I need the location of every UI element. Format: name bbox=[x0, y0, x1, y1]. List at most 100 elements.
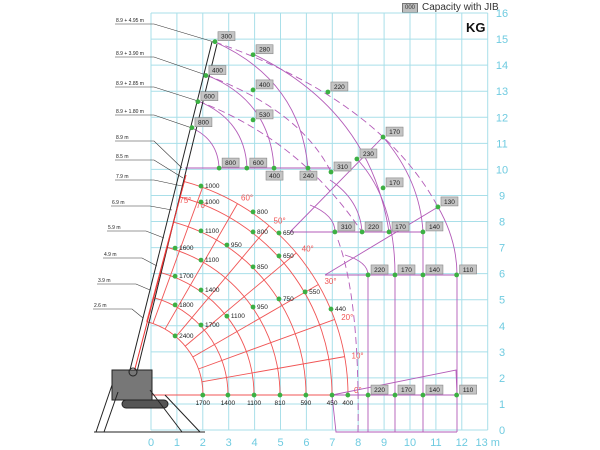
leader-line bbox=[97, 283, 151, 291]
jib-label-box bbox=[337, 221, 356, 232]
jib-capacity-point bbox=[435, 204, 441, 210]
x-tick-label: 11 bbox=[430, 437, 441, 449]
jib-capacity-point bbox=[195, 99, 201, 105]
x-tick-label: 3 bbox=[226, 437, 232, 449]
jib-capacity-point bbox=[380, 134, 386, 140]
main-capacity-point bbox=[328, 306, 334, 312]
main-capacity-label: 1100 bbox=[205, 228, 219, 235]
angle-label: 50° bbox=[274, 216, 286, 225]
jib-curve bbox=[214, 41, 309, 169]
jib-capacity-label: 220 bbox=[374, 387, 385, 394]
jib-curve bbox=[324, 206, 439, 276]
boom-length-label: 8.9 m bbox=[116, 135, 129, 141]
jib-curve bbox=[437, 206, 458, 432]
jib-capacity-point bbox=[380, 185, 386, 191]
jib-label-box bbox=[370, 384, 389, 395]
jib-capacity-point bbox=[392, 392, 398, 398]
radius-arc bbox=[184, 181, 349, 396]
main-capacity-label: 800 bbox=[257, 229, 268, 236]
y-tick-label: 16 bbox=[496, 8, 508, 20]
main-capacity-point bbox=[250, 264, 256, 270]
jib-curve bbox=[252, 53, 390, 233]
angle-ray bbox=[164, 203, 238, 330]
leader-line bbox=[115, 114, 193, 129]
jib-label-box bbox=[265, 170, 284, 181]
leader-line bbox=[93, 308, 144, 319]
jib-capacity-point bbox=[454, 392, 460, 398]
leader-line bbox=[115, 56, 207, 76]
jib-capacity-label: 310 bbox=[341, 224, 352, 231]
x-tick-label: 0 bbox=[148, 437, 154, 449]
main-capacity-point bbox=[329, 392, 335, 398]
jib-label-box bbox=[249, 157, 268, 168]
boom-length-label: 8.9 + 3.90 m bbox=[116, 51, 144, 57]
angle-ray bbox=[184, 252, 297, 347]
main-capacity-label: 1700 bbox=[179, 273, 194, 280]
jib-label-box bbox=[364, 221, 383, 232]
main-capacity-point bbox=[224, 313, 230, 319]
radius-arc bbox=[179, 196, 333, 396]
jib-capacity-point bbox=[271, 165, 277, 171]
boom-length-label: 3.9 m bbox=[98, 278, 111, 284]
boom-length-label: 5.9 m bbox=[108, 225, 121, 231]
legend-label: Capacity with JIB bbox=[422, 2, 499, 13]
jib-capacity-point bbox=[365, 392, 371, 398]
x-tick-label: 12 bbox=[456, 437, 468, 449]
leader-line bbox=[115, 140, 183, 169]
boom-length-label: 8.5 m bbox=[116, 154, 129, 160]
main-capacity-point bbox=[198, 183, 204, 189]
y-tick-label: 15 bbox=[496, 34, 508, 46]
jib-capacity-label: 400 bbox=[212, 68, 223, 75]
jib-capacity-label: 140 bbox=[429, 224, 440, 231]
jib-capacity-point bbox=[250, 87, 256, 93]
jib-label-box bbox=[397, 384, 416, 395]
leader-line bbox=[111, 205, 173, 211]
jib-capacity-label: 300 bbox=[221, 34, 232, 41]
leader-line bbox=[103, 257, 158, 267]
jib-label-box bbox=[459, 384, 477, 395]
jib-label-box bbox=[425, 384, 444, 395]
main-capacity-label: 550 bbox=[309, 289, 320, 296]
leader-line bbox=[115, 159, 184, 179]
angle-label: 40° bbox=[302, 244, 314, 253]
jib-label-box bbox=[255, 109, 274, 120]
jib-label-box bbox=[459, 264, 477, 275]
unit-label: KG bbox=[466, 20, 486, 35]
jib-curve bbox=[191, 127, 220, 169]
y-tick-label: 8 bbox=[499, 217, 505, 229]
main-capacity-point bbox=[345, 392, 351, 398]
main-capacity-point bbox=[198, 257, 204, 263]
leader-line bbox=[107, 230, 165, 239]
jib-capacity-point bbox=[250, 117, 256, 123]
main-capacity-label: 1100 bbox=[205, 257, 219, 264]
main-capacity-label: 650 bbox=[283, 230, 294, 237]
jib-capacity-point bbox=[420, 272, 426, 278]
boom-length-label: 7.9 m bbox=[116, 174, 129, 180]
angle-label: 0° bbox=[354, 386, 362, 395]
jib-label-box bbox=[370, 264, 389, 275]
jib-capacity-label: 170 bbox=[401, 267, 412, 274]
jib-capacity-point bbox=[420, 392, 426, 398]
jib-label-box bbox=[425, 221, 444, 232]
crane-drawing bbox=[94, 41, 218, 433]
main-capacity-label: 1700 bbox=[196, 400, 211, 407]
jib-capacity-point bbox=[189, 125, 195, 131]
angle-ray bbox=[201, 356, 345, 383]
y-tick-label: 9 bbox=[499, 190, 505, 202]
jib-capacity-label: 230 bbox=[363, 151, 374, 158]
outrigger bbox=[164, 394, 201, 433]
crane-wheel bbox=[128, 367, 138, 377]
main-capacity-label: 800 bbox=[257, 209, 268, 216]
x-tick-label: 6 bbox=[303, 437, 309, 449]
jib-capacity-point bbox=[212, 39, 218, 45]
main-capacity-label: 1700 bbox=[205, 322, 220, 329]
jib-capacity-label: 240 bbox=[303, 173, 314, 180]
jib-capacity-label: 530 bbox=[259, 112, 270, 119]
angle-ray bbox=[192, 284, 319, 358]
main-capacity-point bbox=[198, 199, 204, 205]
main-capacity-label: 440 bbox=[335, 306, 346, 313]
jib-capacity-label: 800 bbox=[225, 160, 236, 167]
jib-curve bbox=[214, 41, 439, 208]
main-capacity-point bbox=[250, 209, 256, 215]
